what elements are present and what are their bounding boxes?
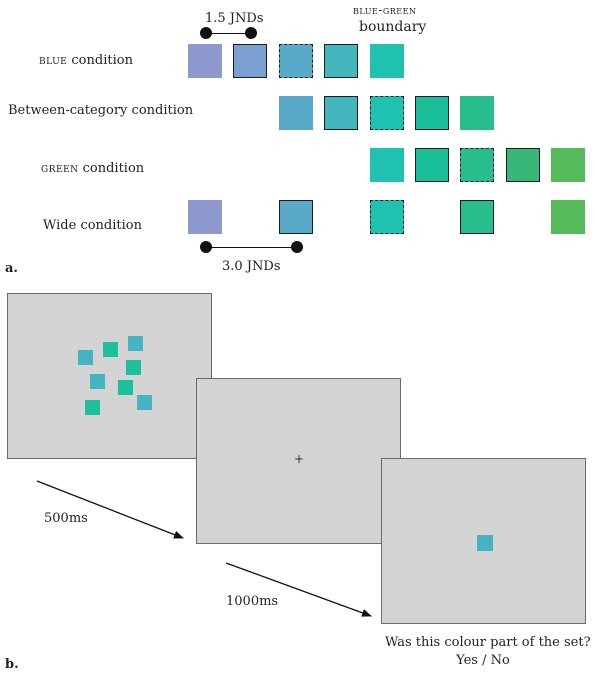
row-label-between-category-condition: Between-category condition [8, 103, 194, 118]
row-label-wide-condition: Wide condition [43, 218, 142, 233]
bottom-jnd-right-dot [291, 241, 303, 253]
probe-screen [381, 458, 586, 624]
swatch [460, 96, 494, 130]
top-jnd-right-dot [245, 27, 257, 39]
probe-answer-options: Yes / No [456, 653, 510, 668]
row-label-blue-condition: blue condition [39, 53, 133, 68]
probe-question: Was this colour part of the set? [385, 635, 591, 650]
bottom-jnd-left-dot [200, 241, 212, 253]
swatch [279, 96, 313, 130]
swatch [506, 148, 540, 182]
row-label-green-condition: green condition [41, 161, 145, 176]
boundary-label-line1: blue-green [353, 3, 417, 17]
boundary-label-line2: boundary [359, 19, 427, 35]
arrow-1 [36, 480, 184, 539]
swatch [551, 148, 585, 182]
top-jnd-left-dot [200, 27, 212, 39]
stimulus-square [103, 342, 118, 357]
probe-square [477, 535, 493, 551]
bottom-jnd-label: 3.0 JNDs [222, 259, 281, 274]
swatch [324, 44, 358, 78]
stimulus-square [128, 336, 143, 351]
top-jnd-line [206, 33, 251, 35]
panel-a-label: a. [5, 261, 18, 276]
swatch-target [370, 200, 404, 234]
swatch [370, 44, 404, 78]
swatch [279, 200, 313, 234]
top-jnd-label: 1.5 JNDs [205, 11, 264, 26]
panel-b-label: b. [5, 657, 19, 672]
swatch [415, 96, 449, 130]
fixation-screen: + [196, 378, 401, 544]
stimulus-square [137, 395, 152, 410]
swatch-target [370, 96, 404, 130]
swatch-target [279, 44, 313, 78]
bottom-jnd-line [206, 247, 297, 249]
swatch [370, 148, 404, 182]
swatch [188, 200, 222, 234]
fixation-cross: + [294, 452, 305, 466]
time-label-1000ms: 1000ms [226, 594, 279, 609]
swatch-target [460, 148, 494, 182]
swatch [460, 200, 494, 234]
arrow-2 [225, 562, 372, 617]
stimulus-square [78, 350, 93, 365]
swatch [188, 44, 222, 78]
swatch [551, 200, 585, 234]
swatch [415, 148, 449, 182]
time-label-500ms: 500ms [44, 511, 88, 526]
stimulus-square [126, 360, 141, 375]
stimulus-square [118, 380, 133, 395]
stimulus-square [90, 374, 105, 389]
swatch [324, 96, 358, 130]
stimulus-set-screen [7, 293, 212, 459]
swatch [233, 44, 267, 78]
stimulus-square [85, 400, 100, 415]
